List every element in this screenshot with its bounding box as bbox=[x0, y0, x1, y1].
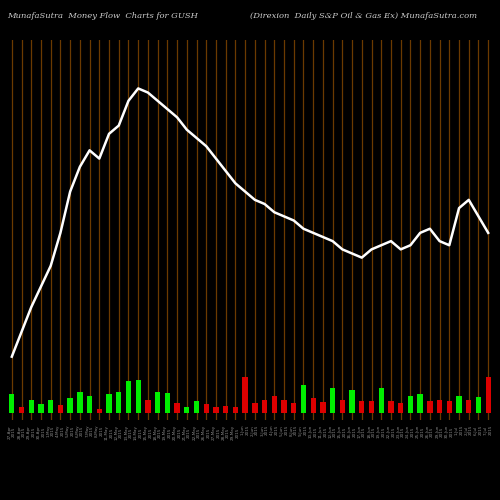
Bar bbox=[223, 406, 228, 412]
Bar bbox=[282, 400, 286, 412]
Bar bbox=[427, 402, 432, 412]
Bar bbox=[330, 388, 336, 412]
Bar bbox=[466, 400, 471, 412]
Bar bbox=[320, 402, 326, 412]
Bar bbox=[272, 396, 277, 412]
Bar bbox=[291, 403, 296, 412]
Bar bbox=[174, 403, 180, 412]
Bar bbox=[184, 407, 190, 412]
Bar bbox=[194, 402, 199, 412]
Text: MunafaSutra  Money Flow  Charts for GUSH: MunafaSutra Money Flow Charts for GUSH bbox=[8, 12, 198, 20]
Bar bbox=[369, 400, 374, 412]
Bar bbox=[164, 393, 170, 412]
Bar bbox=[446, 402, 452, 412]
Bar bbox=[262, 400, 268, 412]
Bar bbox=[456, 396, 462, 412]
Bar bbox=[126, 381, 131, 412]
Bar bbox=[9, 394, 15, 412]
Bar bbox=[204, 404, 209, 412]
Bar bbox=[145, 400, 150, 412]
Text: (Direxion  Daily S&P Oil & Gas Ex) MunafaSutra.com: (Direxion Daily S&P Oil & Gas Ex) Munafa… bbox=[250, 12, 477, 20]
Bar bbox=[77, 392, 82, 412]
Bar bbox=[58, 405, 63, 412]
Bar bbox=[155, 392, 160, 412]
Bar bbox=[68, 398, 73, 412]
Bar bbox=[242, 377, 248, 412]
Bar bbox=[48, 400, 54, 412]
Bar bbox=[96, 409, 102, 412]
Bar bbox=[19, 407, 24, 412]
Bar bbox=[476, 397, 481, 412]
Bar bbox=[116, 392, 121, 412]
Bar bbox=[350, 390, 355, 412]
Bar bbox=[340, 400, 345, 412]
Bar bbox=[87, 396, 92, 412]
Bar bbox=[378, 388, 384, 412]
Bar bbox=[28, 400, 34, 412]
Bar bbox=[408, 396, 413, 412]
Bar bbox=[232, 407, 238, 412]
Bar bbox=[398, 403, 404, 412]
Bar bbox=[359, 402, 364, 412]
Bar bbox=[301, 384, 306, 412]
Bar bbox=[310, 398, 316, 412]
Bar bbox=[418, 394, 423, 412]
Bar bbox=[136, 380, 141, 412]
Bar bbox=[388, 402, 394, 412]
Bar bbox=[38, 404, 44, 412]
Bar bbox=[106, 394, 112, 412]
Bar bbox=[486, 377, 491, 412]
Bar bbox=[252, 403, 258, 412]
Bar bbox=[214, 407, 218, 412]
Bar bbox=[437, 400, 442, 412]
